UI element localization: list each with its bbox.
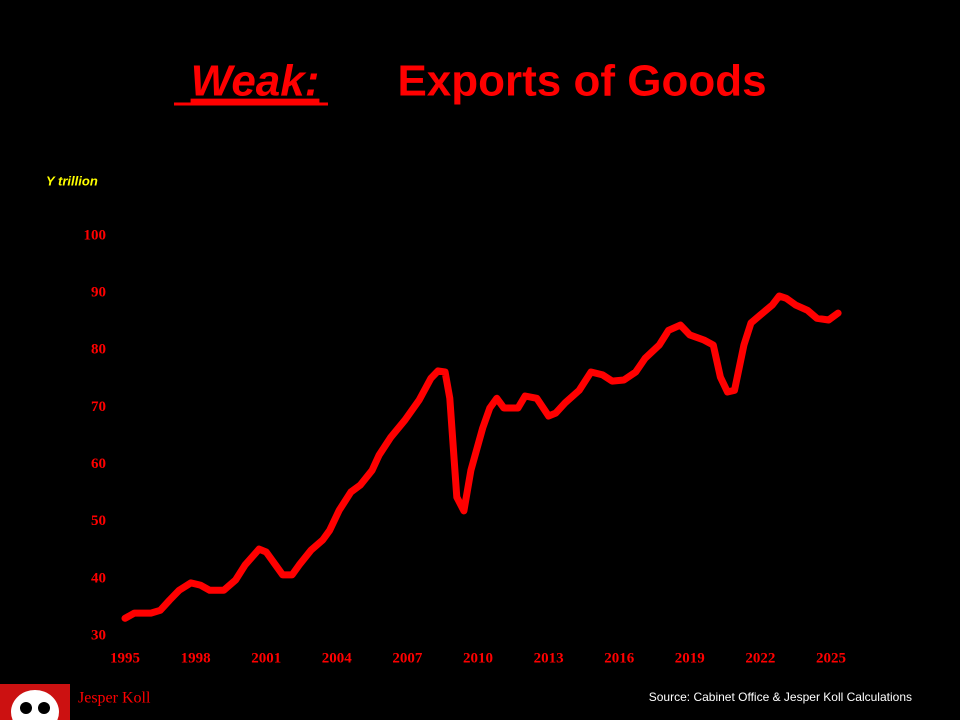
author: Jesper Koll <box>78 690 151 707</box>
x-tick-label: 2016 <box>604 650 635 666</box>
x-tick-label: 2010 <box>463 650 493 666</box>
x-tick-label: 2001 <box>251 650 281 666</box>
y-axis-label: Y trillion <box>46 173 98 188</box>
y-tick-label: 60 <box>91 456 106 472</box>
y-tick-label: 90 <box>91 285 106 301</box>
y-tick-label: 100 <box>84 227 107 243</box>
y-tick-label: 80 <box>91 342 106 358</box>
x-tick-label: 1998 <box>181 650 211 666</box>
x-tick-label: 2007 <box>392 650 423 666</box>
y-tick-label: 40 <box>91 570 106 586</box>
title-emphasis: Weak: <box>191 57 320 106</box>
logo <box>0 684 70 720</box>
x-tick-label: 2013 <box>534 650 564 666</box>
x-tick-label: 2019 <box>675 650 705 666</box>
source: Source: Cabinet Office & Jesper Koll Cal… <box>649 690 912 704</box>
x-tick-label: 2022 <box>745 650 775 666</box>
data-line <box>121 292 842 622</box>
chart-title: Exports of Goods <box>397 57 766 106</box>
x-tick-label: 2004 <box>322 650 353 666</box>
y-tick-label: 30 <box>91 627 106 643</box>
x-tick-label: 2025 <box>816 650 846 666</box>
x-tick-label: 1995 <box>110 650 140 666</box>
logo-eye <box>38 702 50 714</box>
logo-eye <box>20 702 32 714</box>
y-tick-label: 70 <box>91 399 106 415</box>
y-tick-label: 50 <box>91 513 106 529</box>
